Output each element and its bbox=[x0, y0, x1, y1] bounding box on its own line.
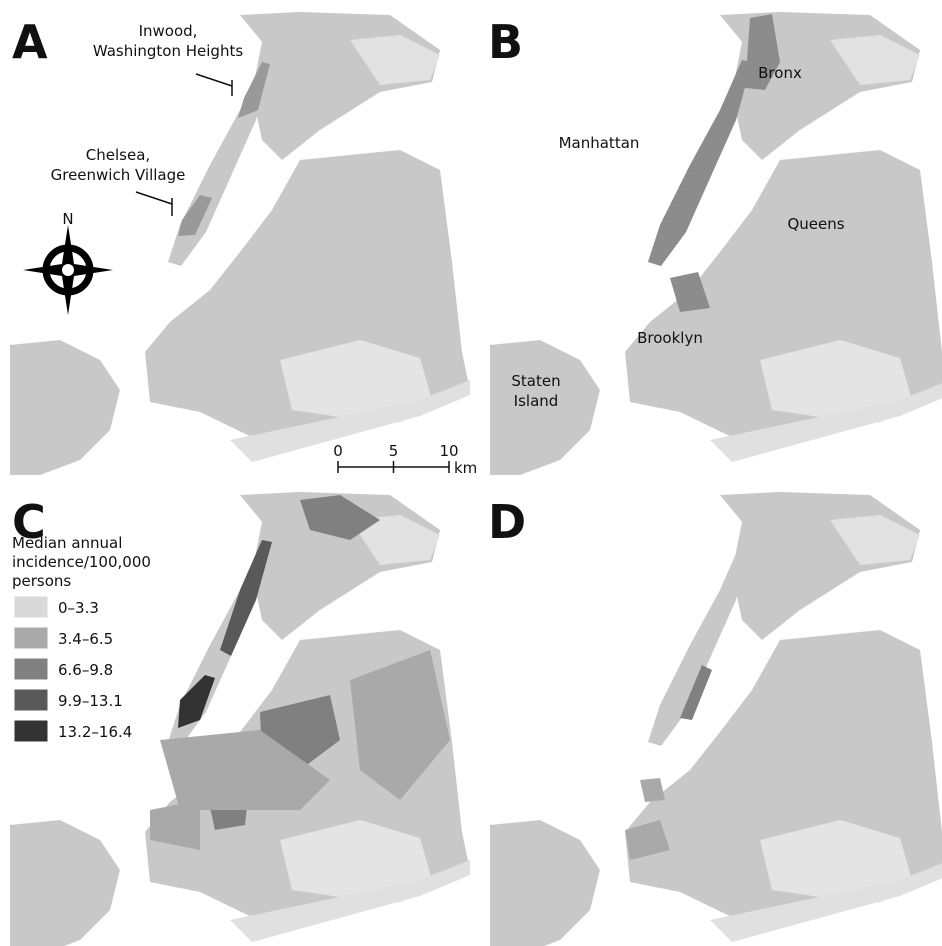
place-name: Queens bbox=[787, 215, 844, 233]
place-name: Bronx bbox=[758, 64, 802, 82]
scale-label: 0 bbox=[333, 442, 343, 460]
legend-label: 9.9–13.1 bbox=[58, 692, 123, 710]
legend-swatch bbox=[13, 595, 49, 619]
place-name: Brooklyn bbox=[637, 329, 703, 347]
legend-label: 3.4–6.5 bbox=[58, 630, 113, 648]
annotation: Washington Heights bbox=[93, 42, 244, 60]
place-name: Staten bbox=[511, 372, 560, 390]
scale-label: 5 bbox=[389, 442, 399, 460]
annotation: Greenwich Village bbox=[51, 166, 186, 184]
compass-label: N bbox=[62, 210, 73, 228]
panel-a: N A Inwood, Washington Heights Chelsea, Gree… bbox=[10, 12, 477, 477]
legend-title: persons bbox=[12, 572, 71, 590]
legend-label: 0–3.3 bbox=[58, 599, 99, 617]
legend-label: 13.2–16.4 bbox=[58, 723, 132, 741]
legend-title: incidence/100,000 bbox=[12, 553, 151, 571]
panel-label: C bbox=[12, 495, 46, 549]
panel-b: B Bronx Manhattan Queens Brooklyn Staten Islan… bbox=[488, 12, 942, 475]
scale-unit: km bbox=[454, 459, 477, 477]
legend-title: Median annual bbox=[12, 534, 122, 552]
compass bbox=[23, 225, 113, 315]
legend-swatch bbox=[13, 719, 49, 743]
scale-label: 10 bbox=[439, 442, 458, 460]
panel-label: B bbox=[488, 15, 523, 69]
panel-label: A bbox=[12, 15, 48, 69]
legend-swatch bbox=[13, 657, 49, 681]
panel-label: D bbox=[488, 495, 526, 549]
place-name: Island bbox=[514, 392, 559, 410]
annotation: Chelsea, bbox=[86, 146, 150, 164]
legend-swatch bbox=[13, 626, 49, 650]
legend-label: 6.6–9.8 bbox=[58, 661, 113, 679]
place-name: Manhattan bbox=[559, 134, 640, 152]
legend-swatch bbox=[13, 688, 49, 712]
panel-d: D bbox=[488, 492, 942, 946]
annotation: Inwood, bbox=[139, 22, 198, 40]
